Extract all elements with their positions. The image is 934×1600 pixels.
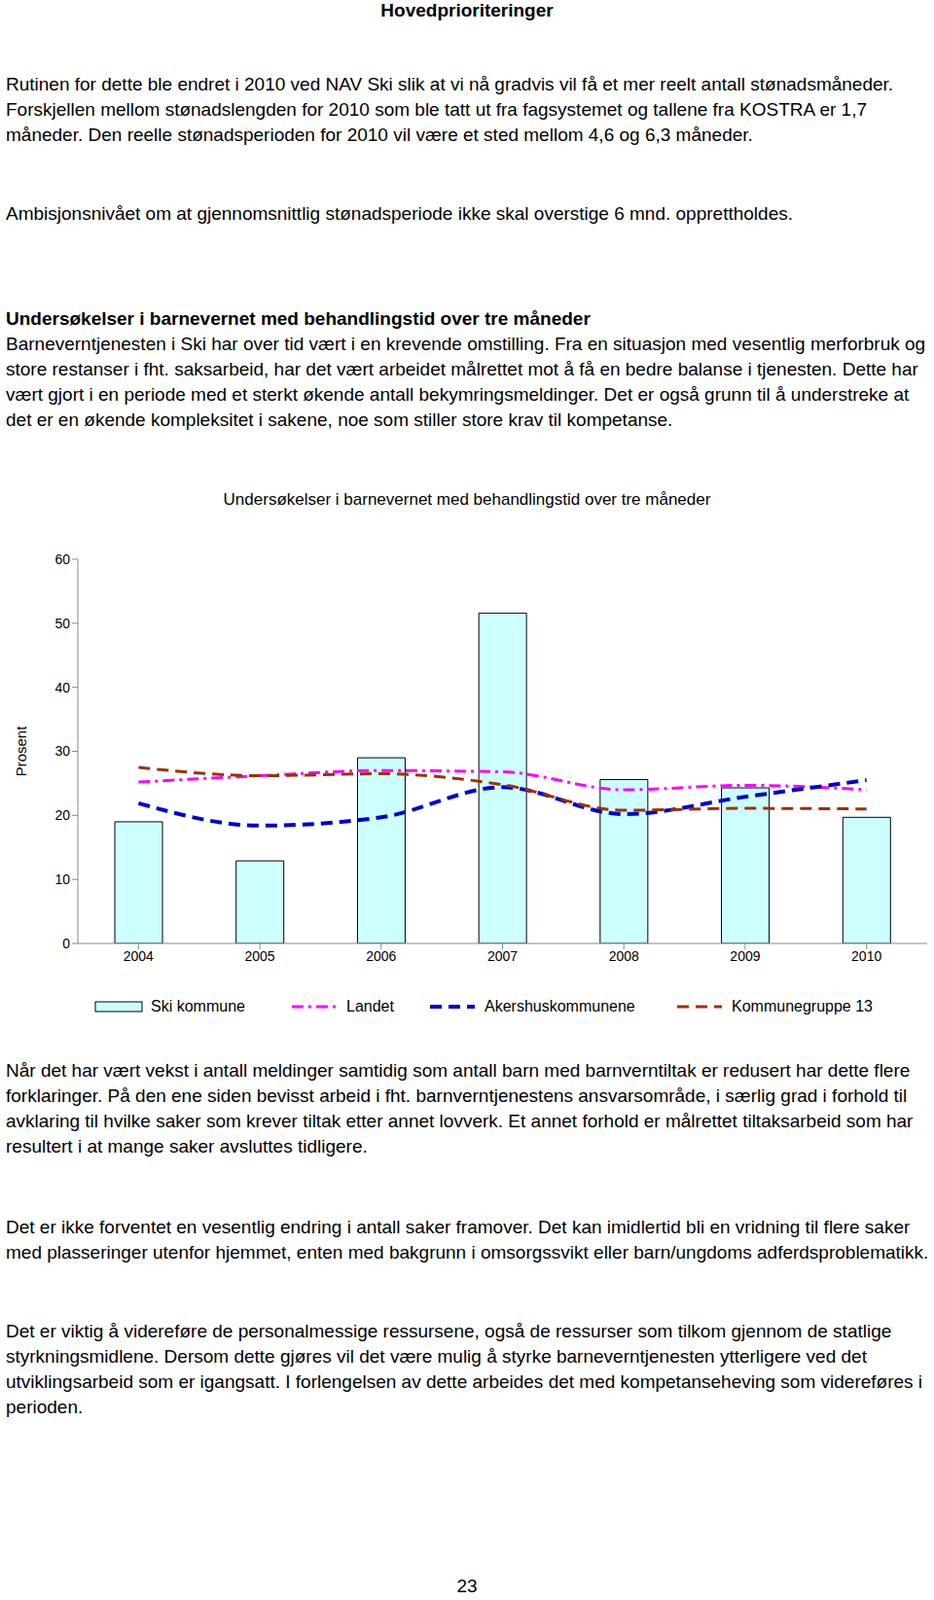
html-text:Kommunegruppe 13: Kommunegruppe 13 — [731, 998, 873, 1015]
html-text:23: 23 — [456, 1576, 478, 1597]
svg-text:2007: 2007 — [487, 948, 518, 965]
svg-text:40: 40 — [54, 680, 71, 696]
html-text:Rutinen for dette ble endret i: Rutinen for dette ble endret i 2010 ved … — [5, 73, 894, 145]
html-text:Hovedprioriteringer: Hovedprioriteringer — [380, 0, 554, 21]
svg-text:2004: 2004 — [123, 948, 154, 965]
svg-text:0: 0 — [62, 935, 71, 952]
svg-text:50: 50 — [54, 615, 71, 632]
svg-text:60: 60 — [54, 551, 71, 568]
html-text:Undersøkelser i barnevernet me: Undersøkelser i barnevernet med behandli… — [5, 308, 591, 329]
html-text:Det er viktig å videreføre de: Det er viktig å videreføre de personalme… — [5, 1321, 923, 1418]
html-text:Undersøkelser i barnevernet me: Undersøkelser i barnevernet med behandli… — [223, 490, 711, 509]
svg-text:30: 30 — [54, 743, 71, 759]
html-text:Akershuskommunene: Akershuskommunene — [484, 998, 636, 1015]
svg-text:2005: 2005 — [244, 948, 275, 965]
svg-text:10: 10 — [54, 871, 71, 888]
svg-text:2008: 2008 — [609, 948, 640, 965]
svg-text:Prosent: Prosent — [12, 725, 30, 778]
svg-text:20: 20 — [54, 807, 71, 824]
svg-text:2010: 2010 — [851, 948, 882, 965]
html-text:Ski kommune: Ski kommune — [150, 998, 246, 1015]
html-text:Landet: Landet — [346, 998, 394, 1015]
html-text:Ambisjonsnivået om at gjennoms: Ambisjonsnivået om at gjennomsnittlig st… — [5, 203, 793, 224]
html-text:Det er ikke forventet en vesen: Det er ikke forventet en vesentlig endri… — [5, 1217, 929, 1263]
html-text:Barneverntjenesten i Ski har o: Barneverntjenesten i Ski har over tid væ… — [5, 333, 926, 431]
svg-text:2006: 2006 — [365, 948, 396, 965]
html-text:Når det har vært vekst i antal: Når det har vært vekst i antall meldinge… — [5, 1060, 914, 1157]
svg-text:2009: 2009 — [729, 948, 760, 965]
